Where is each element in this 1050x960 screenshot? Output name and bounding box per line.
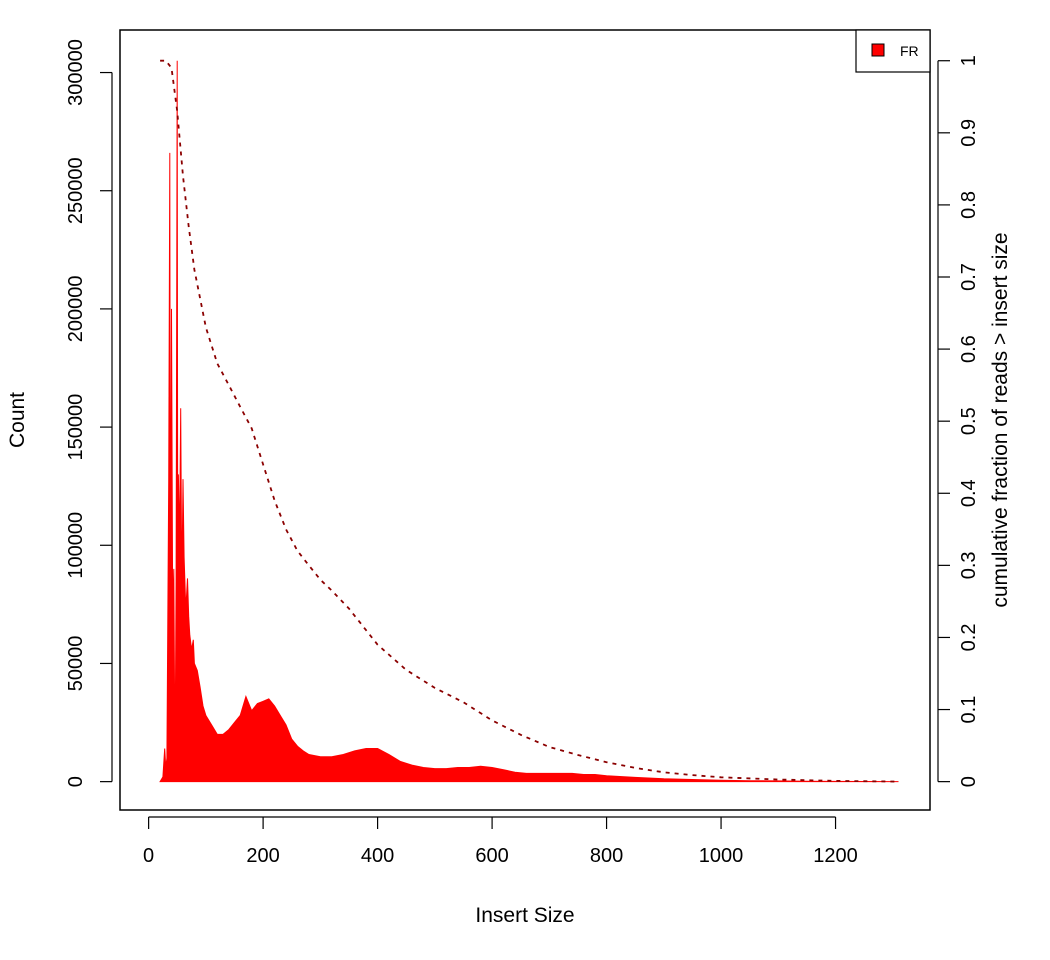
y-axis-right-title: cumulative fraction of reads > insert si… bbox=[989, 232, 1012, 607]
y-right-tick-label: 0.9 bbox=[958, 119, 980, 147]
x-axis-title: Insert Size bbox=[475, 904, 574, 927]
y-right-tick-label: 0.1 bbox=[958, 696, 980, 724]
y-tick-label: 150000 bbox=[65, 394, 87, 461]
y-right-tick-label: 0.4 bbox=[958, 479, 980, 507]
y-right-tick-label: 0.5 bbox=[958, 407, 980, 435]
y-axis-right: 0 0.1 0.2 0.3 0.4 0.5 0.6 0.7 0.8 0.9 1 bbox=[937, 55, 980, 787]
x-tick-label: 400 bbox=[361, 845, 394, 867]
y-tick-label: 0 bbox=[65, 776, 87, 787]
legend-label-fr: FR bbox=[900, 43, 919, 59]
histogram-layer bbox=[159, 60, 899, 783]
y-right-tick-label: 0.7 bbox=[958, 263, 980, 291]
x-tick-label: 800 bbox=[590, 845, 623, 867]
plot-frame bbox=[119, 29, 931, 811]
legend: FR bbox=[855, 29, 931, 73]
y-right-tick-label: 0.8 bbox=[958, 191, 980, 219]
histogram-area-fr bbox=[159, 60, 899, 783]
y-right-tick-label: 0.6 bbox=[958, 335, 980, 363]
y-tick-label: 300000 bbox=[65, 39, 87, 106]
x-tick-label: 200 bbox=[246, 845, 279, 867]
cumulative-line bbox=[160, 59, 899, 783]
y-right-tick-label: 0.3 bbox=[958, 551, 980, 579]
x-axis: 0 200 400 600 800 1000 1200 bbox=[143, 816, 858, 867]
x-tick-label: 1200 bbox=[813, 845, 858, 867]
legend-swatch-fr bbox=[871, 43, 885, 57]
y-axis-title: Count bbox=[6, 392, 29, 448]
y-tick-label: 50000 bbox=[65, 636, 87, 692]
cumulative-layer bbox=[160, 59, 899, 783]
x-tick-label: 1000 bbox=[699, 845, 744, 867]
y-tick-label: 250000 bbox=[65, 157, 87, 224]
y-right-tick-label: 0 bbox=[958, 776, 980, 787]
y-axis-left: 0 50000 100000 150000 200000 250000 300000 bbox=[65, 39, 113, 787]
x-tick-label: 0 bbox=[143, 845, 154, 867]
legend-box bbox=[855, 29, 931, 73]
y-right-tick-label: 1 bbox=[958, 55, 980, 66]
y-tick-label: 200000 bbox=[65, 276, 87, 343]
y-right-tick-label: 0.2 bbox=[958, 624, 980, 652]
x-tick-label: 600 bbox=[475, 845, 508, 867]
y-tick-label: 100000 bbox=[65, 512, 87, 579]
